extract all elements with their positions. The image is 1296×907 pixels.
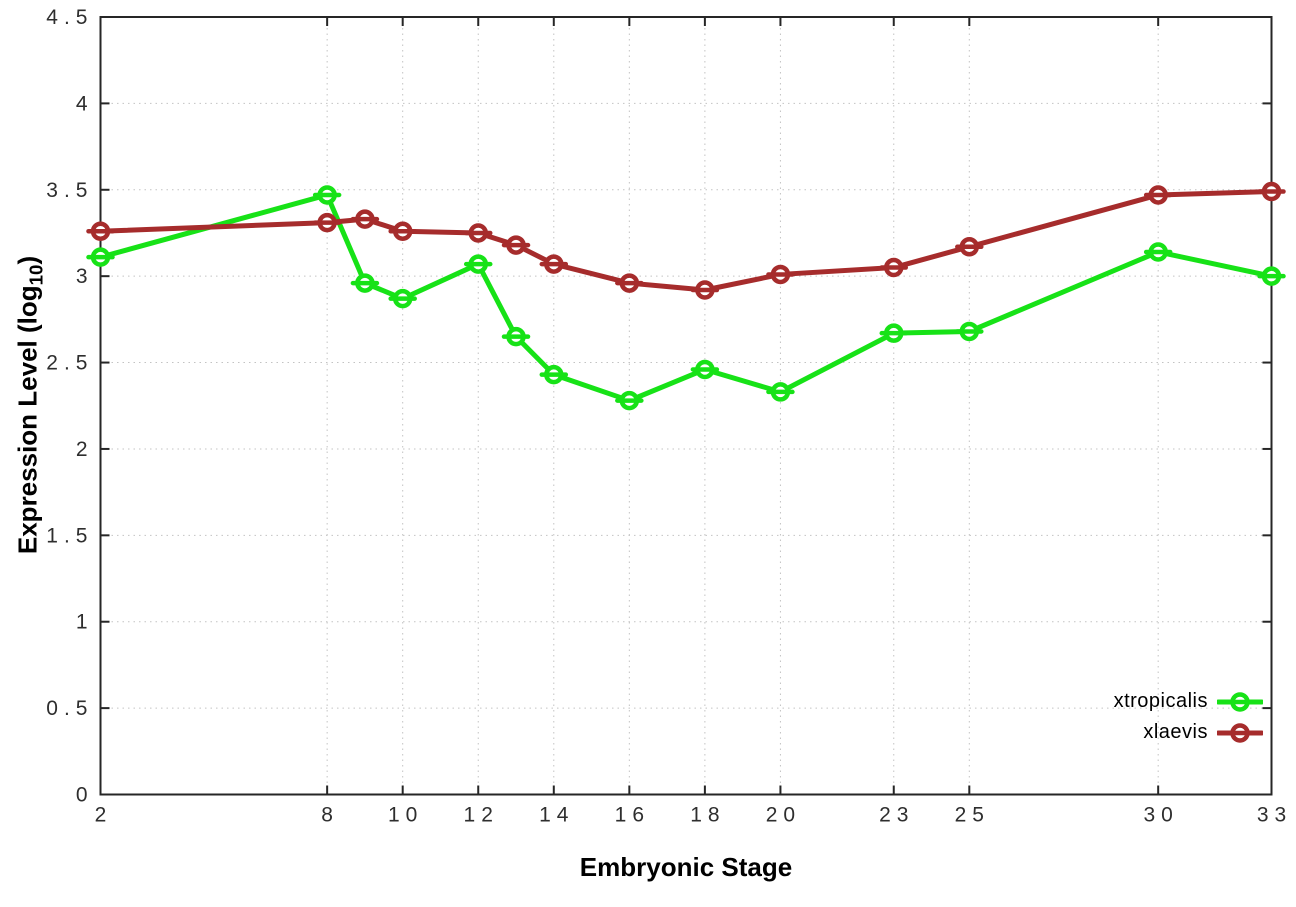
plot-border [99, 16, 1273, 796]
y-tick-label: 3 [76, 265, 94, 288]
x-tick-label: 12 [464, 804, 499, 827]
y-axis-title: Expression Level (log10) [12, 256, 47, 554]
y-axis-title-close-paren: ) [12, 255, 43, 265]
x-tick-label: 14 [539, 804, 574, 827]
y-tick-label: 0.5 [46, 697, 93, 720]
x-tick-label: 25 [955, 804, 990, 827]
legend-label-xlaevis: xlaevis [1143, 721, 1208, 743]
y-tick-label: 3.5 [46, 179, 93, 202]
series-line-xlaevis [98, 189, 1274, 293]
x-tick-label: 33 [1257, 804, 1292, 827]
x-tick-label: 20 [766, 804, 801, 827]
legend-marker-xtropicalis-icon [1217, 691, 1263, 712]
y-axis-title-subscript: 10 [25, 264, 47, 286]
x-tick-label: 2 [95, 804, 113, 827]
legend-label-xtropicalis: xtropicalis [1113, 690, 1208, 712]
x-tick-label: 23 [879, 804, 914, 827]
y-tick-label: 4.5 [46, 6, 93, 29]
y-tick-label: 2.5 [46, 352, 93, 375]
y-tick-label: 2 [76, 438, 94, 461]
y-tick-label: 1.5 [46, 524, 93, 547]
x-tick-label: 16 [615, 804, 650, 827]
y-tick-label: 4 [76, 92, 94, 115]
legend-marker-xlaevis-icon [1217, 722, 1263, 743]
legend: xtropicalis xlaevis [1114, 687, 1263, 747]
y-tick-label: 0 [76, 784, 94, 807]
x-axis-title: Embryonic Stage [579, 852, 793, 882]
legend-item-xlaevis: xlaevis [1143, 718, 1263, 747]
legend-item-xtropicalis: xtropicalis [1114, 687, 1263, 716]
x-tick-label: 18 [690, 804, 725, 827]
y-axis-title-text: Expression Level (log [12, 285, 43, 555]
x-tick-label: 10 [388, 804, 423, 827]
x-tick-label: 8 [321, 804, 339, 827]
x-tick-label: 30 [1143, 804, 1178, 827]
y-tick-label: 1 [76, 611, 94, 634]
